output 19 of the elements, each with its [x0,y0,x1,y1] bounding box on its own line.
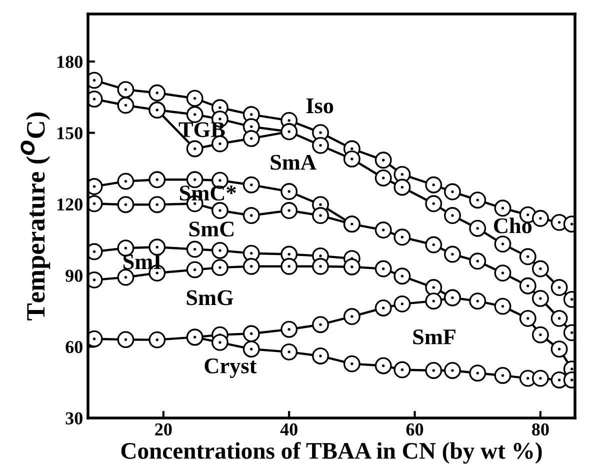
x-tick-label: 20 [155,423,172,436]
y-tick-label: 90 [66,270,82,282]
y-tick-label: 120 [58,198,82,211]
y-axis-title: Temperature ($^{O}$C) [20,112,50,320]
annotation: Cryst [204,358,257,378]
x-tick-label: 40 [280,423,298,436]
y-tick-label: 150 [58,127,82,140]
x-axis-title: Concentrations of TBAA in CN (by wt %) [121,442,542,464]
x-tick-label: 60 [406,423,424,436]
annotation: SmG [186,290,234,306]
annotation: Cho [494,218,532,234]
x-tick-label: 80 [532,423,549,436]
annotation: SmA [270,154,316,170]
annotation: SmF [413,329,456,344]
y-tick-label: 60 [66,340,82,354]
annotation: Iso [306,98,334,114]
y-tick-label: 30 [66,412,82,424]
y-tick-label: 180 [58,56,82,68]
annotation: SmC [189,222,234,237]
